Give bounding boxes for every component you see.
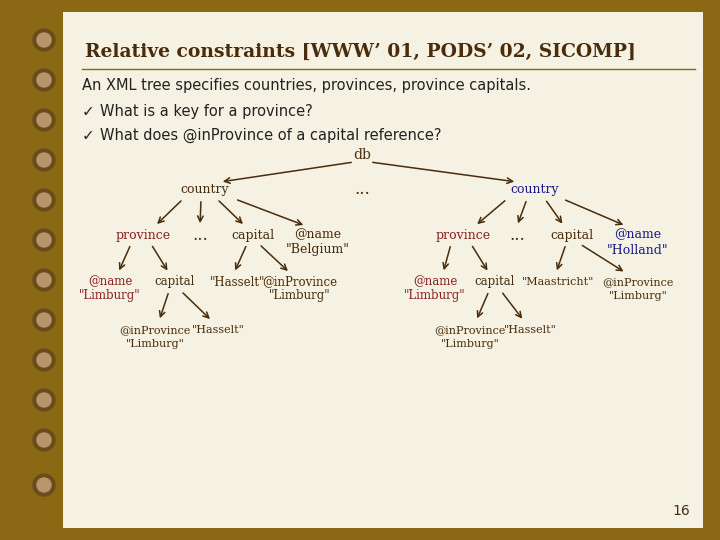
Text: @inProvince: @inProvince bbox=[434, 325, 505, 335]
Circle shape bbox=[37, 313, 51, 327]
Text: "Limburg": "Limburg" bbox=[441, 339, 500, 349]
Text: What does @inProvince of a capital reference?: What does @inProvince of a capital refer… bbox=[100, 128, 441, 143]
Text: "Hasselt": "Hasselt" bbox=[192, 325, 244, 335]
Text: "Maastricht": "Maastricht" bbox=[522, 277, 594, 287]
Circle shape bbox=[33, 429, 55, 451]
Text: "Belgium": "Belgium" bbox=[286, 244, 350, 256]
Circle shape bbox=[37, 233, 51, 247]
Circle shape bbox=[33, 109, 55, 131]
Circle shape bbox=[37, 193, 51, 207]
Text: "Limburg": "Limburg" bbox=[269, 289, 330, 302]
Text: "Limburg": "Limburg" bbox=[125, 339, 184, 349]
Circle shape bbox=[37, 478, 51, 492]
Text: @inProvince: @inProvince bbox=[262, 275, 338, 288]
Circle shape bbox=[37, 33, 51, 47]
Text: ...: ... bbox=[509, 226, 525, 244]
Circle shape bbox=[33, 29, 55, 51]
Text: "Limburg": "Limburg" bbox=[79, 289, 141, 302]
Text: @name: @name bbox=[294, 228, 341, 241]
Text: "Holland": "Holland" bbox=[607, 244, 669, 256]
Text: @inProvince: @inProvince bbox=[603, 277, 674, 287]
Bar bbox=[63, 12, 703, 528]
Text: @name: @name bbox=[413, 275, 457, 288]
Circle shape bbox=[33, 309, 55, 331]
Circle shape bbox=[37, 113, 51, 127]
Text: ...: ... bbox=[354, 181, 370, 199]
Text: 16: 16 bbox=[672, 504, 690, 518]
Circle shape bbox=[33, 474, 55, 496]
Text: ✓: ✓ bbox=[82, 128, 95, 143]
Text: ...: ... bbox=[192, 226, 208, 244]
Text: "Hasselt": "Hasselt" bbox=[503, 325, 557, 335]
Circle shape bbox=[33, 269, 55, 291]
Text: province: province bbox=[115, 228, 171, 241]
Circle shape bbox=[37, 393, 51, 407]
Circle shape bbox=[33, 229, 55, 251]
Circle shape bbox=[37, 353, 51, 367]
Text: capital: capital bbox=[155, 275, 195, 288]
Text: country: country bbox=[181, 184, 229, 197]
Text: ✓: ✓ bbox=[82, 104, 95, 119]
Circle shape bbox=[37, 153, 51, 167]
Circle shape bbox=[37, 273, 51, 287]
Circle shape bbox=[37, 433, 51, 447]
Text: capital: capital bbox=[231, 228, 274, 241]
Text: capital: capital bbox=[550, 228, 593, 241]
Circle shape bbox=[33, 349, 55, 371]
Text: @name: @name bbox=[614, 228, 662, 241]
Circle shape bbox=[37, 73, 51, 87]
Text: country: country bbox=[510, 184, 559, 197]
Text: capital: capital bbox=[474, 275, 516, 288]
Circle shape bbox=[33, 69, 55, 91]
Text: An XML tree specifies countries, provinces, province capitals.: An XML tree specifies countries, provinc… bbox=[82, 78, 531, 93]
Text: Relative constraints [WWW’ 01, PODS’ 02, SICOMP]: Relative constraints [WWW’ 01, PODS’ 02,… bbox=[85, 43, 636, 61]
Circle shape bbox=[33, 389, 55, 411]
Text: @name: @name bbox=[88, 275, 132, 288]
Text: @inProvince: @inProvince bbox=[120, 325, 191, 335]
Text: province: province bbox=[436, 228, 490, 241]
Circle shape bbox=[33, 189, 55, 211]
Text: db: db bbox=[353, 148, 371, 162]
Text: What is a key for a province?: What is a key for a province? bbox=[100, 104, 312, 119]
Text: "Hasselt": "Hasselt" bbox=[210, 275, 266, 288]
Text: "Limburg": "Limburg" bbox=[404, 289, 466, 302]
Text: "Limburg": "Limburg" bbox=[608, 291, 667, 301]
Circle shape bbox=[33, 149, 55, 171]
